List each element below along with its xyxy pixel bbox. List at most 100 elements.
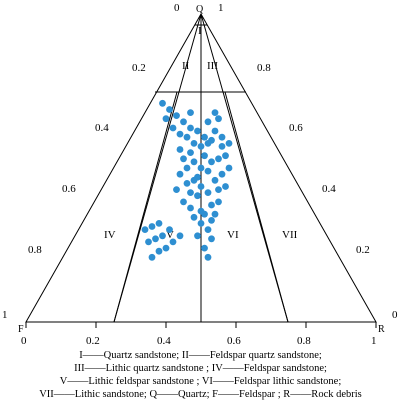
- data-point: [148, 253, 156, 261]
- data-point: [218, 133, 226, 141]
- data-point: [208, 201, 215, 209]
- data-point: [204, 189, 212, 197]
- legend-caption-line-3: V——Lithic feldspar sandstone ; VI——Felds…: [59, 376, 342, 387]
- right-edge-tick-label: 0.2: [356, 244, 370, 256]
- left-edge-tick-label: 0.4: [95, 122, 109, 134]
- data-point: [218, 143, 226, 150]
- legend-caption-line-1: I——Quartz sandstone; II——Feldspar quartz…: [79, 350, 322, 361]
- data-point: [176, 170, 184, 178]
- vertex-label-r: R: [378, 324, 385, 335]
- data-point: [204, 167, 212, 175]
- data-point: [155, 220, 163, 227]
- data-point: [169, 238, 177, 246]
- data-point: [187, 204, 194, 212]
- data-point: [204, 140, 212, 147]
- region-label-vi: VI: [227, 229, 239, 241]
- data-point: [173, 186, 180, 194]
- region-label-vii: VII: [282, 229, 298, 241]
- data-point: [215, 155, 222, 163]
- data-point: [166, 226, 173, 234]
- region-label-ii: II: [182, 60, 190, 72]
- region-label-iv: IV: [104, 229, 116, 241]
- vertex-number-left: 1: [2, 309, 8, 321]
- data-point: [162, 115, 170, 123]
- data-point: [197, 143, 205, 150]
- base-tick-label: 0: [21, 335, 27, 347]
- region-label-v: V: [166, 229, 174, 241]
- data-point: [208, 158, 215, 166]
- data-point: [211, 210, 219, 218]
- data-point: [162, 244, 170, 252]
- data-point: [225, 140, 233, 147]
- data-point: [211, 109, 219, 116]
- data-point: [225, 164, 233, 172]
- right-edge-tick-label: 0.4: [322, 183, 336, 195]
- data-point: [197, 183, 205, 190]
- data-point: [222, 183, 229, 190]
- base-axis-ticks: [25, 322, 377, 328]
- data-point: [169, 124, 177, 132]
- data-point: [187, 189, 194, 197]
- data-point: [187, 124, 194, 132]
- base-tick-label: 0.2: [86, 335, 100, 347]
- data-point: [211, 127, 219, 135]
- data-point: [159, 232, 166, 240]
- data-point: [215, 186, 222, 194]
- data-point: [222, 152, 229, 160]
- legend-caption-line-4: VII——Lithic sandstone; Q——Quartz; F——Fel…: [39, 389, 362, 400]
- data-point: [211, 176, 219, 184]
- data-point: [187, 109, 194, 116]
- data-point: [183, 133, 191, 141]
- data-point: [197, 207, 205, 215]
- data-point: [215, 198, 222, 206]
- region-label-iii: III: [207, 60, 218, 72]
- data-point: [190, 176, 198, 184]
- region-label-i: I: [198, 25, 202, 37]
- left-edge-tick-label: 0.8: [28, 244, 42, 256]
- data-point: [173, 112, 180, 119]
- data-point: [218, 170, 226, 178]
- base-tick-label: 0.4: [157, 335, 171, 347]
- vertex-number-top-left: 0: [174, 2, 180, 14]
- data-point: [201, 152, 208, 160]
- data-point: [197, 220, 205, 227]
- data-points: [141, 99, 233, 261]
- data-point: [204, 118, 212, 126]
- data-point: [180, 118, 187, 126]
- data-point: [204, 253, 212, 261]
- data-point: [155, 247, 163, 255]
- data-point: [190, 140, 198, 147]
- data-point: [180, 155, 187, 163]
- data-point: [197, 164, 205, 172]
- vertex-label-q: Q: [196, 4, 204, 15]
- base-tick-label: 0.6: [227, 335, 241, 347]
- data-point: [176, 130, 184, 138]
- data-point: [180, 198, 187, 206]
- data-point: [201, 244, 208, 252]
- base-tick-label: 1: [371, 335, 377, 347]
- data-point: [145, 238, 152, 246]
- data-point: [190, 158, 198, 166]
- diagram-lines: [25, 12, 377, 323]
- data-point: [159, 99, 166, 107]
- data-point: [190, 213, 198, 221]
- data-point: [148, 223, 156, 230]
- data-point: [194, 192, 201, 200]
- data-point: [183, 180, 191, 187]
- vertex-label-f: F: [18, 324, 24, 335]
- left-edge-tick-label: 0.2: [132, 62, 146, 74]
- data-point: [187, 149, 194, 157]
- data-point: [215, 115, 222, 123]
- line-v-right: [224, 91, 289, 323]
- data-point: [183, 164, 191, 172]
- data-point: [152, 235, 159, 243]
- data-point: [166, 106, 173, 113]
- data-point: [141, 226, 149, 234]
- data-point: [208, 235, 215, 243]
- data-point: [201, 133, 208, 141]
- left-edge-tick-label: 0.6: [62, 183, 76, 195]
- vertex-number-right: 0: [392, 309, 398, 321]
- line-v-left: [113, 91, 178, 323]
- legend-caption-line-2: III——Lithic quartz sandstone ; IV——Felds…: [74, 363, 327, 374]
